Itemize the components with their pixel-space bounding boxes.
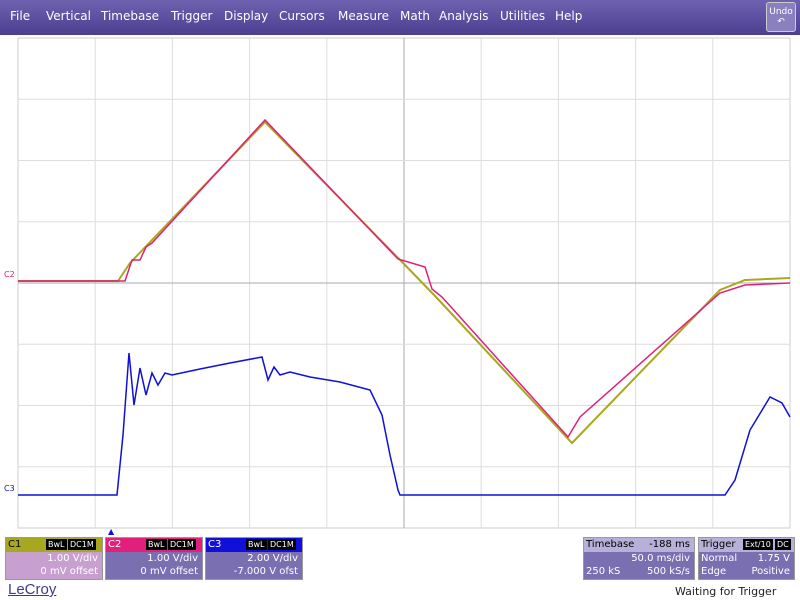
channel-header: C3 BwL DC1M [206, 538, 302, 552]
channel-header: C1 BwL DC1M [6, 538, 102, 552]
bwl-badge: BwL [46, 539, 67, 550]
menu-item[interactable]: Vertical [46, 9, 91, 23]
timebase-samples-row: 250 kS 500 kS/s [584, 565, 694, 578]
trigger-type-row: Edge Positive [699, 565, 794, 578]
trigger-coupling: DC [775, 539, 791, 550]
menu-bar [0, 0, 800, 35]
timebase-samples-right: 500 kS/s [647, 566, 690, 577]
brand-logo: LeCroy [8, 581, 57, 598]
menu-item[interactable]: Timebase [101, 9, 159, 23]
trigger-type-right: Positive [751, 566, 790, 577]
timebase-samples-left: 250 kS [586, 566, 621, 577]
trigger-source: Ext/10 [743, 539, 773, 550]
channel-scale: 1.00 V/div [47, 553, 98, 564]
coupling-badge: DC1M [68, 539, 96, 550]
menu-item[interactable]: Cursors [279, 9, 325, 23]
bwl-badge: BwL [246, 539, 267, 550]
channel-offset: 0 mV offset [40, 566, 98, 577]
channel-scale: 2.00 V/div [247, 553, 298, 564]
trigger-mode-row: Normal 1.75 V [699, 552, 794, 565]
timebase-title-right: -188 ms [649, 539, 690, 550]
menu-item[interactable]: Display [224, 9, 269, 23]
channel-header: C2 BwL DC1M [106, 538, 202, 552]
channel-box[interactable]: C3 BwL DC1M 2.00 V/div -7.000 V ofst [205, 537, 303, 580]
trace-c1 [18, 120, 791, 445]
trigger-header: Trigger Ext/10 DC [699, 538, 794, 552]
timebase-box[interactable]: Timebase -188 ms 50.0 ms/div 250 kS 500 kS/s [583, 537, 695, 580]
menu-item[interactable]: Measure [338, 9, 389, 23]
channel-offset: -7.000 V ofst [233, 566, 298, 577]
c3-marker: C3 [4, 484, 15, 493]
menu-item[interactable]: Help [555, 9, 583, 23]
menu-item[interactable]: Math [400, 9, 431, 23]
status-text: Waiting for Trigger [675, 585, 777, 599]
timebase-scale: 50.0 ms/div [631, 553, 690, 564]
channel-box[interactable]: C1 BwL DC1M 1.00 V/div 0 mV offset [5, 537, 103, 580]
timebase-title-left: Timebase [586, 539, 635, 550]
trace-c3 [18, 352, 791, 496]
trigger-mode-right: 1.75 V [757, 553, 790, 564]
channel-box[interactable]: C2 BwL DC1M 1.00 V/div 0 mV offset [105, 537, 203, 580]
trigger-mode-left: Normal [701, 553, 738, 564]
undo-button[interactable]: Undo ↶ [766, 2, 796, 32]
grid [17, 37, 791, 529]
bwl-badge: BwL [146, 539, 167, 550]
timebase-title-row: Timebase -188 ms [584, 538, 694, 552]
channel-name: C1 [8, 539, 22, 550]
coupling-badge: DC1M [268, 539, 296, 550]
trigger-type-left: Edge [701, 566, 727, 577]
waveform-display [17, 37, 791, 529]
trigger-title: Trigger [701, 539, 736, 550]
channel-offset: 0 mV offset [140, 566, 198, 577]
undo-icon: ↶ [777, 17, 785, 27]
menu-item[interactable]: File [10, 9, 31, 23]
channel-name: C2 [108, 539, 122, 550]
channel-name: C3 [208, 539, 222, 550]
menu-item[interactable]: Utilities [500, 9, 546, 23]
trigger-arrow: ▲ [108, 527, 115, 536]
trace-c2 [18, 118, 791, 439]
menu-item[interactable]: Trigger [171, 9, 213, 23]
channel-scale: 1.00 V/div [147, 553, 198, 564]
coupling-badge: DC1M [168, 539, 196, 550]
trigger-box[interactable]: Trigger Ext/10 DC Normal 1.75 V Edge Positive [698, 537, 795, 580]
undo-label: Undo [769, 7, 793, 17]
c2-marker: C2 [4, 270, 15, 279]
menu-item[interactable]: Analysis [439, 9, 489, 23]
